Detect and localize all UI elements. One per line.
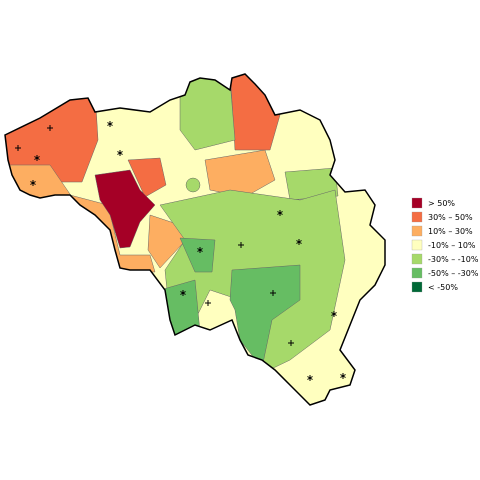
asterisk-marker (340, 373, 346, 379)
markers (15, 121, 346, 381)
asterisk-marker (197, 247, 203, 253)
region (284, 167, 339, 201)
marker-stroke (180, 291, 186, 295)
region (159, 279, 201, 341)
legend-label: > 50% (428, 199, 455, 208)
marker-stroke (307, 376, 313, 380)
marker-stroke (197, 248, 203, 252)
asterisk-marker (107, 121, 113, 127)
legend-swatch (411, 211, 423, 223)
legend-label: -50% – -30% (428, 269, 479, 278)
region (94, 169, 156, 249)
legend: > 50% 30% – 50% 10% – 30% -10% – 10% -30% – … (411, 197, 479, 293)
marker-stroke (30, 181, 36, 185)
asterisk-marker (30, 180, 36, 186)
plus-marker (270, 290, 276, 296)
region (204, 149, 276, 198)
region (127, 157, 167, 198)
asterisk-marker (180, 290, 186, 296)
region (185, 177, 201, 193)
asterisk-marker (296, 239, 302, 245)
legend-label: -30% – -10% (428, 255, 479, 264)
asterisk-marker (277, 210, 283, 216)
asterisk-marker (117, 150, 123, 156)
marker-stroke (34, 156, 40, 160)
legend-swatch (411, 253, 423, 265)
marker-stroke (117, 151, 123, 155)
marker-stroke (331, 312, 337, 316)
legend-swatch (411, 239, 423, 251)
marker-stroke (277, 211, 283, 215)
legend-label: < -50% (428, 283, 458, 292)
plus-marker (238, 242, 244, 248)
asterisk-marker (34, 155, 40, 161)
marker-stroke (107, 122, 113, 126)
legend-label: -10% – 10% (428, 241, 476, 250)
legend-swatch (411, 267, 423, 279)
legend-label: 10% – 30% (428, 227, 473, 236)
marker-stroke (340, 374, 346, 378)
region (179, 237, 216, 273)
asterisk-marker (331, 311, 337, 317)
plus-marker (15, 145, 21, 151)
plus-marker (288, 340, 294, 346)
marker-stroke (296, 240, 302, 244)
plus-marker (47, 125, 53, 131)
legend-swatch (411, 225, 423, 237)
plus-marker (205, 300, 211, 306)
legend-swatch (411, 281, 423, 293)
region (179, 74, 236, 151)
asterisk-marker (307, 375, 313, 381)
legend-label: 30% – 50% (428, 213, 473, 222)
legend-swatch (411, 197, 423, 209)
